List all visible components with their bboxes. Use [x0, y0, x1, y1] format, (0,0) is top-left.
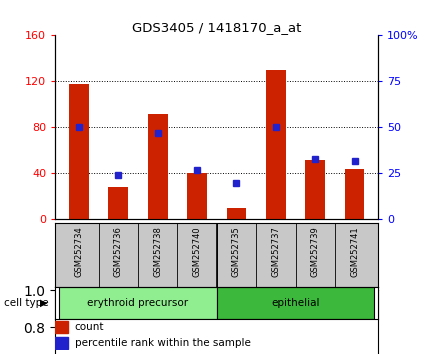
Bar: [266, 70, 286, 219]
Bar: [187, 173, 207, 219]
Text: epithelial: epithelial: [271, 298, 320, 308]
Bar: [59, 287, 217, 319]
Title: GDS3405 / 1418170_a_at: GDS3405 / 1418170_a_at: [132, 21, 301, 34]
Text: GSM252734: GSM252734: [74, 226, 83, 277]
Text: erythroid precursor: erythroid precursor: [88, 298, 189, 308]
Bar: [148, 114, 167, 219]
Text: GSM252736: GSM252736: [114, 226, 123, 277]
Text: GSM252740: GSM252740: [193, 226, 201, 277]
Bar: [69, 84, 89, 219]
Text: GSM252735: GSM252735: [232, 226, 241, 277]
Bar: [227, 208, 246, 219]
Bar: [345, 169, 365, 219]
Text: GSM252738: GSM252738: [153, 226, 162, 277]
Text: GSM252741: GSM252741: [350, 226, 359, 277]
Text: cell type: cell type: [4, 298, 49, 308]
Bar: [108, 187, 128, 219]
Bar: [55, 337, 68, 349]
Bar: [217, 287, 374, 319]
Bar: [55, 321, 68, 333]
Text: ▶: ▶: [40, 298, 48, 308]
Text: GSM252739: GSM252739: [311, 226, 320, 277]
Text: GSM252737: GSM252737: [271, 226, 280, 277]
Bar: [306, 160, 325, 219]
Text: percentile rank within the sample: percentile rank within the sample: [75, 338, 250, 348]
Text: count: count: [75, 322, 104, 332]
